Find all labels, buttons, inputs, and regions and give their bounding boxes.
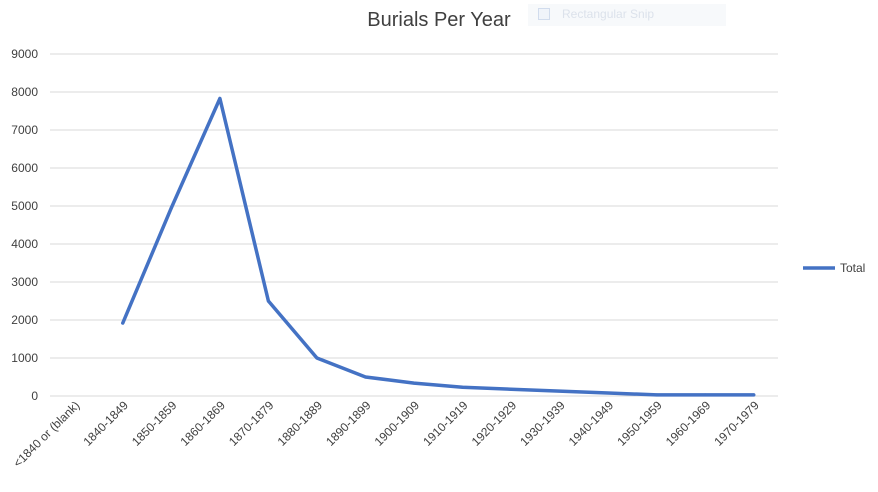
y-tick-label: 5000 [11,199,38,213]
x-tick-label: 1930-1939 [517,398,568,449]
y-tick-label: 8000 [11,85,38,99]
data-point [558,389,562,393]
y-tick-label: 0 [31,389,38,403]
series-layer [121,96,756,397]
data-point [703,393,707,397]
data-point [218,96,222,100]
x-tick-label: 1950-1959 [614,398,665,449]
x-tick-label: 1900-1909 [372,398,423,449]
x-axis-ticks: <1840 or (blank)1840-18491850-18591860-1… [10,398,762,470]
chart-title: Burials Per Year [367,9,511,31]
data-point [315,356,319,360]
y-tick-label: 6000 [11,161,38,175]
x-tick-label: 1840-1849 [80,398,131,449]
x-tick-label: 1940-1949 [566,398,617,449]
legend-label: Total [840,261,865,275]
data-point [412,381,416,385]
x-tick-label: 1910-1919 [420,398,471,449]
y-tick-label: 3000 [11,275,38,289]
snip-overlay: Rectangular Snip [528,4,726,26]
data-point [461,385,465,389]
series-line-total [121,96,756,397]
data-point [752,393,756,397]
data-point [606,391,610,395]
y-tick-label: 9000 [11,47,38,61]
data-point [363,375,367,379]
grid-lines [50,53,778,397]
data-point [266,299,270,303]
x-tick-label: 1890-1899 [323,398,374,449]
x-tick-label: 1850-1859 [129,398,180,449]
data-point [169,206,173,210]
snip-label: Rectangular Snip [562,7,655,21]
y-tick-label: 2000 [11,313,38,327]
y-tick-label: 4000 [11,237,38,251]
x-tick-label: 1970-1979 [711,398,762,449]
y-axis-ticks: 0 1000 2000 3000 4000 5000 6000 7000 8000 9000 [11,47,38,403]
y-tick-label: 7000 [11,123,38,137]
legend: Total [803,261,865,275]
x-tick-label: 1870-1879 [226,398,277,449]
x-tick-label: 1960-1969 [663,398,714,449]
x-tick-label: 1920-1929 [469,398,520,449]
x-tick-label: <1840 or (blank) [10,398,82,470]
data-point [121,321,125,325]
data-point [509,387,513,391]
snip-icon [538,8,550,20]
data-point [655,393,659,397]
x-tick-label: 1860-1869 [178,398,229,449]
x-tick-label: 1880-1889 [275,398,326,449]
y-tick-label: 1000 [11,351,38,365]
